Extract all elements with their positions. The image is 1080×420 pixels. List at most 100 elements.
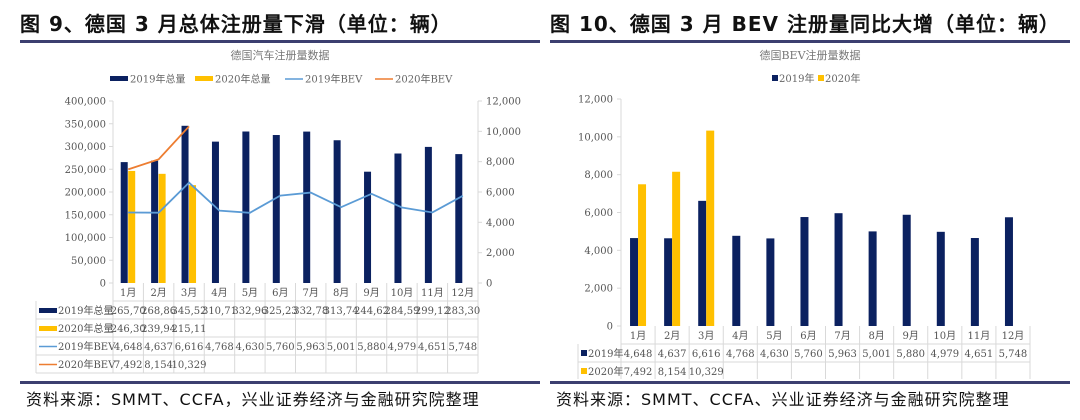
category-label: 5月 <box>766 330 782 342</box>
category-label: 4月 <box>732 330 748 342</box>
legend-label-2019: 2019年 <box>779 72 814 85</box>
category-label: 6月 <box>800 330 816 342</box>
table-cell-value: 7,492 <box>624 367 653 378</box>
left-axis-tick-label: 300,000 <box>65 142 106 153</box>
left-axis-tick-label: 50,000 <box>71 256 106 267</box>
bar-2019-3 <box>698 200 707 326</box>
category-label: 6月 <box>272 287 288 299</box>
bar-2019-6 <box>272 135 280 283</box>
table-row-label: 2019年总量 <box>58 304 113 317</box>
table-cell-value: 4,651 <box>965 349 994 360</box>
table-cell-value: 5,963 <box>296 342 325 353</box>
legend-label-2020: 2020年 <box>825 72 860 85</box>
table-cell-value: 265,70 <box>111 306 146 317</box>
bar-2019-1 <box>120 162 128 283</box>
y-axis-tick-label: 0 <box>607 322 613 333</box>
right-axis-tick-label: 10,000 <box>486 127 521 138</box>
right-axis-tick-label: 2,000 <box>486 248 515 259</box>
table-cell-value: 8,154 <box>658 367 687 378</box>
y-axis-tick-label: 8,000 <box>584 170 613 181</box>
figure-10-panel: 图 10、德国 3 月 BEV 注册量同比大增（单位：辆） 德国BEV注册量数据… <box>550 0 1070 420</box>
category-label: 10月 <box>391 287 414 299</box>
table-cell-value: 4,637 <box>144 342 173 353</box>
table-cell-value: 239,94 <box>141 324 176 335</box>
table-cell-value: 6,616 <box>175 342 204 353</box>
table-key-2020 <box>39 326 57 331</box>
bar-2020-1 <box>128 170 136 283</box>
category-label: 8月 <box>333 287 349 299</box>
table-cell-value: 299,12 <box>415 306 450 317</box>
title-divider <box>550 40 1070 43</box>
category-label: 12月 <box>1002 330 1025 342</box>
table-cell-value: 268,86 <box>141 306 176 317</box>
legend-label-2019-bev: 2019年BEV <box>305 73 363 86</box>
table-cell-value: 4,648 <box>624 349 653 360</box>
bar-2019-5 <box>766 238 775 326</box>
category-label: 1月 <box>120 287 136 299</box>
left-axis-tick-label: 400,000 <box>65 97 106 108</box>
table-cell-value: 10,329 <box>689 367 724 378</box>
bar-2020-3 <box>189 185 197 283</box>
bar-2020-2 <box>672 171 681 326</box>
category-label: 2月 <box>664 330 680 342</box>
legend-swatch-2019 <box>772 75 778 81</box>
table-cell-value: 4,637 <box>658 349 687 360</box>
legend-swatch-2019 <box>110 76 128 81</box>
table-cell-value: 246,30 <box>111 324 146 335</box>
y-axis-tick-label: 2,000 <box>584 284 613 295</box>
bar-2020-1 <box>638 184 647 326</box>
bar-2019-3 <box>181 125 189 284</box>
table-cell-value: 10,329 <box>172 360 207 371</box>
left-axis-tick-label: 0 <box>100 279 106 290</box>
table-cell-value: 4,630 <box>760 349 789 360</box>
chart-title: 德国汽车注册量数据 <box>231 48 330 62</box>
table-row-label: 2019年BEV <box>58 340 116 353</box>
source-divider <box>20 381 540 384</box>
table-cell-value: 313,74 <box>324 306 359 317</box>
table-cell-value: 5,748 <box>448 342 477 353</box>
figure-10-title: 图 10、德国 3 月 BEV 注册量同比大增（单位：辆） <box>550 12 1060 36</box>
table-cell-value: 5,963 <box>828 349 857 360</box>
table-cell-value: 5,880 <box>357 342 386 353</box>
category-label: 2月 <box>150 287 166 299</box>
category-label: 4月 <box>211 287 227 299</box>
left-axis-tick-label: 350,000 <box>65 119 106 130</box>
bar-2019-7 <box>834 213 843 326</box>
y-axis-tick-label: 6,000 <box>584 208 613 219</box>
bar-2019-7 <box>303 131 311 283</box>
table-cell-value: 283,30 <box>445 306 480 317</box>
table-cell-value: 310,71 <box>202 306 237 317</box>
category-label: 7月 <box>303 287 319 299</box>
category-label: 9月 <box>903 330 919 342</box>
bar-2019-11 <box>424 146 432 283</box>
bar-2019-4 <box>732 235 741 326</box>
table-cell-value: 215,11 <box>172 324 207 335</box>
bar-2019-12 <box>1004 217 1013 326</box>
figure-9-chart: 德国汽车注册量数据 2019年总量 2020年总量 2019年BEV 2020年BEV 0… <box>35 48 521 374</box>
bar-2019-4 <box>211 141 219 283</box>
line-2020-bev <box>127 125 190 171</box>
left-axis-tick-label: 100,000 <box>65 233 106 244</box>
y-axis-tick-label: 4,000 <box>584 246 613 257</box>
table-cell-value: 325,23 <box>263 306 298 317</box>
category-label: 1月 <box>630 330 646 342</box>
legend-label-2019: 2019年总量 <box>130 73 185 86</box>
category-label: 11月 <box>968 330 991 342</box>
legend-label-2020-bev: 2020年BEV <box>395 73 453 86</box>
figure-10-source: 资料来源：SMMT、CCFA、兴业证券经济与金融研究院整理 <box>556 390 1010 409</box>
y-axis-tick-label: 12,000 <box>578 95 613 106</box>
table-cell-value: 4,979 <box>930 349 959 360</box>
category-label: 10月 <box>933 330 956 342</box>
right-axis-tick-label: 12,000 <box>486 97 521 108</box>
table-cell-value: 5,001 <box>327 342 356 353</box>
category-label: 8月 <box>868 330 884 342</box>
table-row-label: 2020年BEV <box>58 358 116 371</box>
table-cell-value: 6,616 <box>692 349 721 360</box>
legend-swatch-2020 <box>195 76 213 81</box>
left-axis-tick-label: 150,000 <box>65 210 106 221</box>
figure-9-source: 资料来源：SMMT、CCFA，兴业证券经济与金融研究院整理 <box>26 390 480 409</box>
left-axis-tick-label: 200,000 <box>65 188 106 199</box>
table-key-2020 <box>581 368 587 374</box>
bar-2019-1 <box>630 238 639 326</box>
figure-9-panel: 图 9、德国 3 月总体注册量下滑（单位：辆） 德国汽车注册量数据 2019年总量… <box>20 0 540 420</box>
